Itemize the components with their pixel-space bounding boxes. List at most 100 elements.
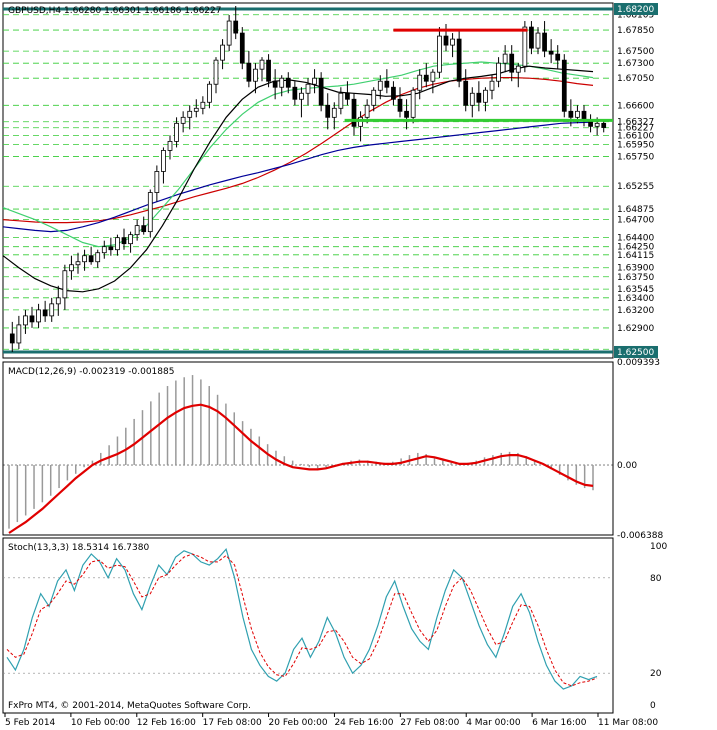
- candle: [29, 306, 35, 328]
- price-tick-label: 1.66327: [617, 118, 654, 128]
- price-tick-label: 1.63900: [617, 264, 654, 274]
- candle: [581, 105, 587, 127]
- macd-tick-label: 0.009393: [617, 358, 660, 368]
- candle: [121, 228, 127, 250]
- price-tick-label: 1.67050: [617, 74, 654, 84]
- time-tick-label: 20 Feb 00:00: [269, 718, 328, 728]
- candle: [345, 81, 350, 106]
- candle: [476, 81, 482, 112]
- price-tick-label: 1.67300: [617, 59, 654, 69]
- grid-lines: [3, 7, 613, 354]
- candle: [305, 78, 311, 106]
- price-panel-frame: [2, 2, 614, 359]
- candle: [108, 237, 114, 256]
- time-tick-label: 5 Feb 2014: [5, 718, 56, 728]
- candle: [391, 81, 396, 106]
- stoch-signal-line: [6, 553, 598, 687]
- candle: [338, 87, 344, 115]
- candle: [128, 231, 133, 253]
- macd-tick-label: 0.00: [617, 461, 637, 471]
- price-tick-label: 1.67850: [617, 26, 654, 36]
- macd-panel-frame: [2, 361, 614, 536]
- price-tick-label: 1.64115: [617, 251, 654, 261]
- candle: [502, 45, 508, 73]
- price-tick-label: 1.64700: [617, 216, 654, 226]
- time-tick-label: 4 Mar 00:00: [466, 718, 521, 728]
- candle: [489, 75, 495, 100]
- ma-red-line: [2, 76, 594, 224]
- macd-tick-label: -0.006388: [617, 531, 663, 541]
- time-tick-label: 11 Mar 08:00: [598, 718, 658, 728]
- candle: [95, 249, 101, 268]
- candle: [55, 285, 61, 316]
- key-level-tag: [614, 3, 658, 16]
- candle: [463, 69, 469, 112]
- candle: [410, 87, 416, 124]
- candle: [430, 69, 436, 94]
- price-tick-label: 1.65750: [617, 152, 654, 162]
- candle: [456, 30, 462, 88]
- candle: [515, 63, 521, 88]
- candle: [101, 240, 107, 259]
- price-tick-label: 1.67500: [617, 47, 654, 57]
- candle: [561, 54, 567, 118]
- price-tick-label: 1.63200: [617, 306, 654, 316]
- candle: [437, 27, 442, 79]
- candle: [187, 105, 193, 130]
- stoch-panel-frame: [2, 537, 614, 714]
- time-tick-label: 10 Feb 00:00: [71, 718, 130, 728]
- candle: [154, 165, 160, 202]
- candle: [450, 33, 455, 58]
- time-tick-label: 17 Feb 08:00: [203, 718, 262, 728]
- price-tick-label: 1.64875: [617, 205, 654, 215]
- time-axis: 5 Feb 2014 10 Feb 00:00 12 Feb 16:00 17 Feb…: [4, 713, 658, 728]
- support-resistance-lines: [344, 28, 613, 122]
- candle: [601, 120, 607, 133]
- candle: [49, 297, 55, 322]
- chart-title: GBPUSD,H4 1.66280 1.66301 1.66186 1.6622…: [8, 6, 221, 16]
- candle: [279, 75, 285, 97]
- candle: [318, 72, 324, 112]
- price-tick-label: 1.62900: [617, 324, 654, 334]
- price-tick-label: 1.64400: [617, 234, 654, 244]
- candle: [417, 69, 423, 100]
- candle: [443, 24, 449, 52]
- candle: [75, 252, 81, 274]
- key-level-tag: [614, 345, 658, 358]
- stoch-tick-label: 80: [650, 574, 662, 584]
- stoch-tick-label: 0: [650, 701, 656, 711]
- price-tick-label: 1.64250: [617, 243, 654, 253]
- candle: [246, 51, 252, 88]
- candle: [384, 69, 390, 94]
- candle: [397, 87, 403, 118]
- candle: [259, 57, 265, 82]
- candle: [535, 27, 541, 55]
- candle: [82, 249, 87, 271]
- time-tick-label: 12 Feb 16:00: [137, 718, 196, 728]
- candles: [9, 6, 607, 352]
- macd-panel: 0.009393 0.00 -0.006388: [3, 358, 663, 541]
- price-tick-label: 1.63545: [617, 285, 654, 295]
- candle: [134, 219, 140, 241]
- time-tick-label: 24 Feb 16:00: [334, 718, 393, 728]
- candle: [469, 87, 475, 118]
- price-tick-label: 1.63400: [617, 294, 654, 304]
- stoch-main-line: [6, 547, 598, 690]
- candle: [377, 75, 383, 100]
- candle: [285, 72, 291, 94]
- price-tick-label: 1.68105: [617, 11, 654, 21]
- candle: [253, 63, 258, 94]
- candle: [351, 93, 357, 136]
- ma-green-line: [2, 61, 594, 248]
- candle: [42, 300, 48, 322]
- candle: [141, 216, 147, 235]
- candle: [588, 114, 593, 133]
- price-tick-label: 1.66600: [617, 101, 654, 111]
- candle: [292, 81, 298, 106]
- candle: [207, 81, 212, 109]
- moving-averages: [2, 61, 594, 293]
- candle: [529, 21, 534, 55]
- candle: [226, 15, 232, 52]
